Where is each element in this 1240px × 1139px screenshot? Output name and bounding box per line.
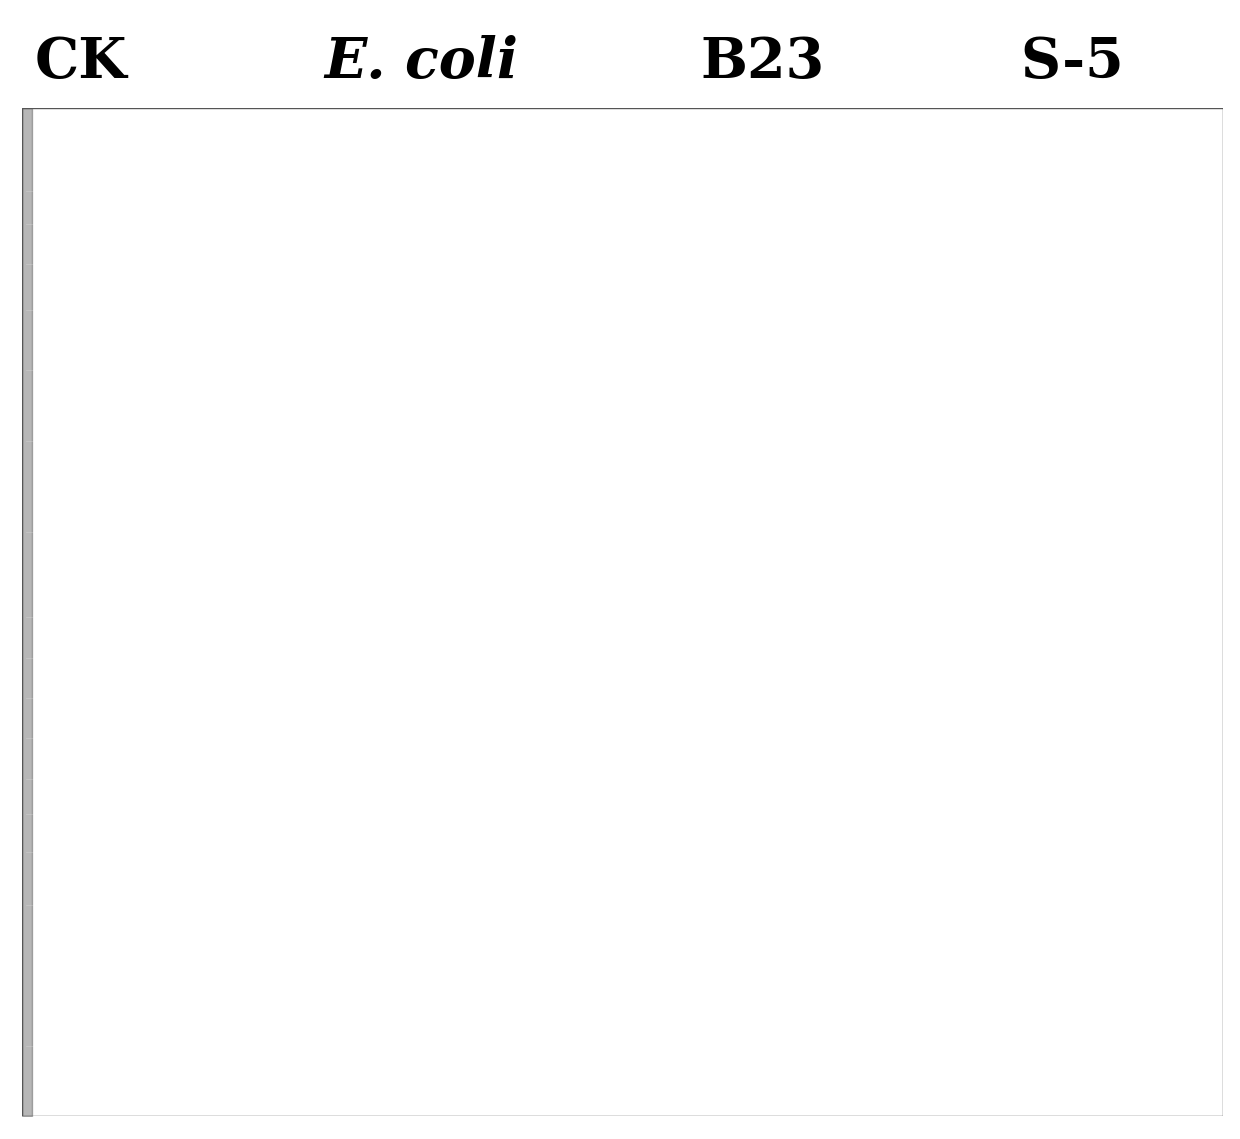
Ellipse shape xyxy=(433,867,469,871)
Ellipse shape xyxy=(438,740,485,746)
Ellipse shape xyxy=(1044,697,1070,699)
Ellipse shape xyxy=(740,767,774,771)
Ellipse shape xyxy=(435,778,481,785)
Ellipse shape xyxy=(1039,737,1065,739)
Ellipse shape xyxy=(1047,661,1075,664)
Ellipse shape xyxy=(450,634,497,640)
Ellipse shape xyxy=(444,669,494,677)
Text: S-5: S-5 xyxy=(1021,34,1125,90)
Ellipse shape xyxy=(728,847,777,857)
Ellipse shape xyxy=(125,1040,202,1051)
Ellipse shape xyxy=(140,846,207,859)
Ellipse shape xyxy=(456,599,501,605)
Ellipse shape xyxy=(151,732,219,745)
Ellipse shape xyxy=(1035,784,1061,787)
Ellipse shape xyxy=(1028,841,1061,844)
Text: E. coli: E. coli xyxy=(325,34,518,90)
Ellipse shape xyxy=(200,259,264,271)
Text: B23: B23 xyxy=(701,34,825,90)
Ellipse shape xyxy=(748,690,781,695)
Ellipse shape xyxy=(159,693,219,704)
Ellipse shape xyxy=(771,282,810,287)
Ellipse shape xyxy=(1054,323,1080,326)
Ellipse shape xyxy=(732,961,758,965)
Ellipse shape xyxy=(734,912,764,917)
Ellipse shape xyxy=(141,808,212,820)
Ellipse shape xyxy=(744,729,777,734)
Text: CK: CK xyxy=(35,34,126,90)
Ellipse shape xyxy=(143,771,219,786)
Ellipse shape xyxy=(751,655,786,661)
Ellipse shape xyxy=(466,499,502,503)
Ellipse shape xyxy=(175,613,224,621)
Ellipse shape xyxy=(138,899,200,910)
Ellipse shape xyxy=(774,313,797,317)
Ellipse shape xyxy=(434,821,475,827)
Ellipse shape xyxy=(166,653,222,662)
Ellipse shape xyxy=(441,705,489,711)
